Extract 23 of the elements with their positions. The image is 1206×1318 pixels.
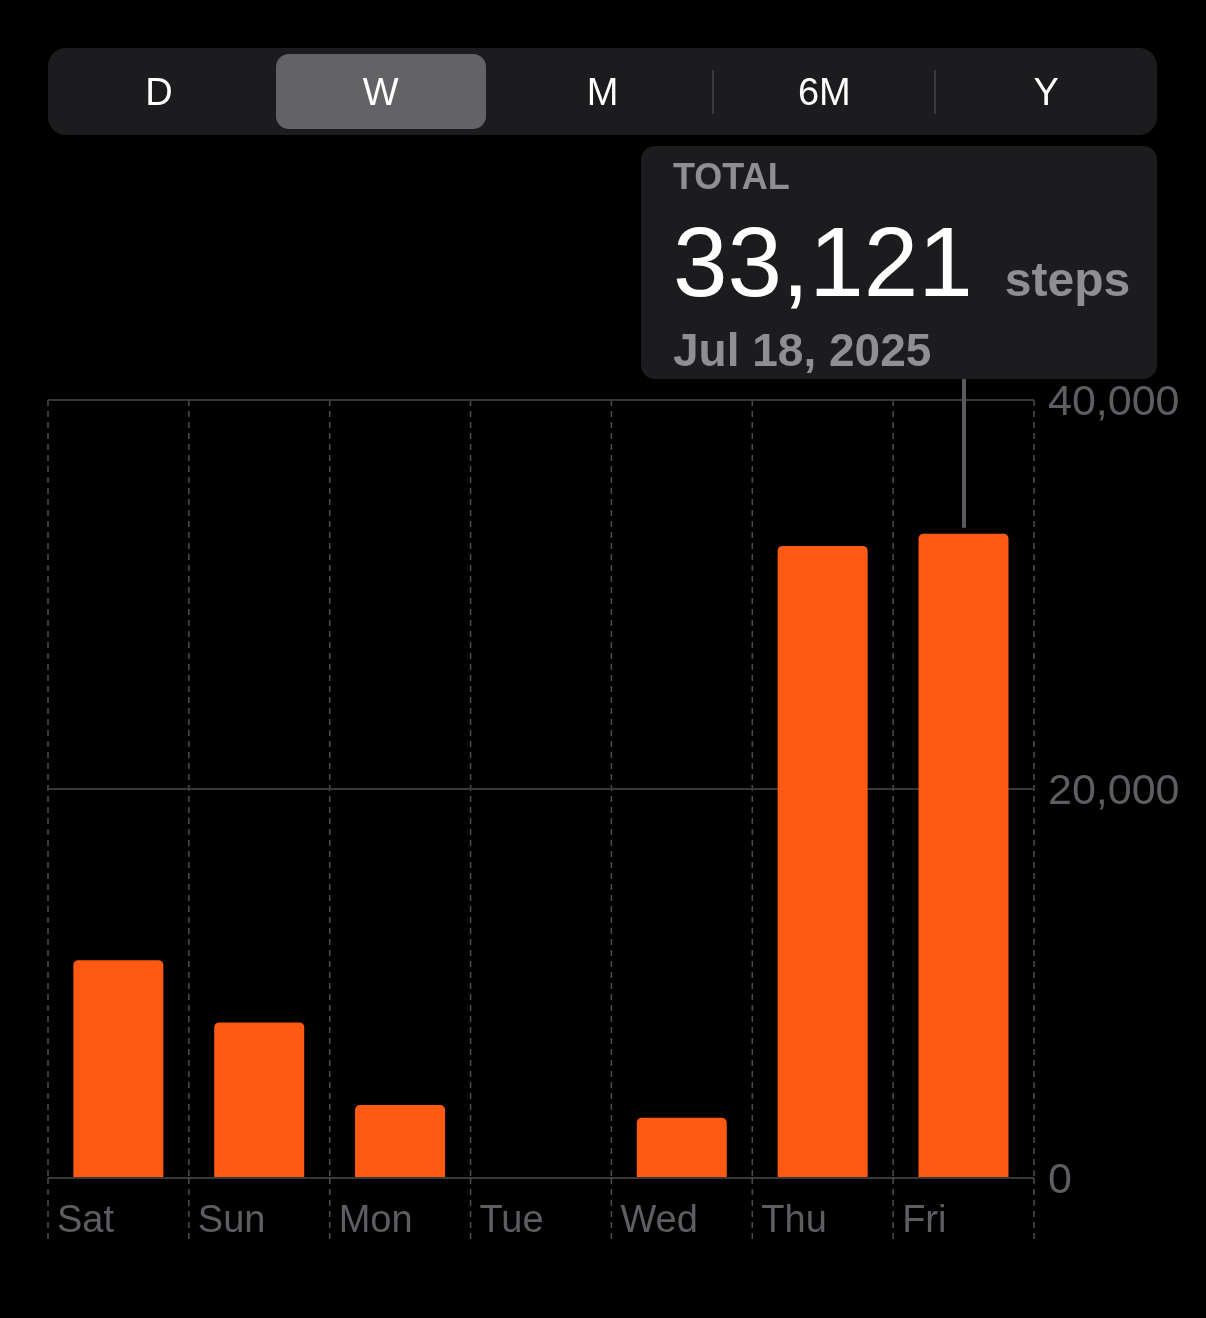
- bar: [636, 1117, 727, 1178]
- bar: [777, 545, 868, 1178]
- x-tick-label: Thu: [761, 1198, 827, 1240]
- annotation: 33,121: [673, 207, 973, 317]
- text: M: [586, 70, 619, 113]
- text: Y: [1033, 70, 1059, 113]
- y-tick-label: 40,000: [1048, 376, 1180, 425]
- text: D: [145, 70, 173, 113]
- x-tick-label: Sat: [57, 1198, 115, 1240]
- bar: [918, 533, 1009, 1178]
- text: 6M: [797, 70, 851, 113]
- x-tick-label: Mon: [338, 1198, 413, 1240]
- bar: [355, 1105, 446, 1178]
- x-tick-label: Fri: [902, 1198, 947, 1240]
- x-tick-label: Tue: [479, 1198, 544, 1240]
- x-tick-label: Sun: [197, 1198, 266, 1240]
- bar: [214, 1022, 305, 1178]
- x-tick-label: Wed: [620, 1198, 698, 1240]
- y-tick-label: 0: [1048, 1154, 1072, 1203]
- text: W: [362, 70, 399, 113]
- y-tick-label: 20,000: [1048, 765, 1180, 814]
- tooltip-card: TOTAL 33,121 steps Jul 18, 2025: [641, 146, 1157, 379]
- bar: [73, 960, 164, 1178]
